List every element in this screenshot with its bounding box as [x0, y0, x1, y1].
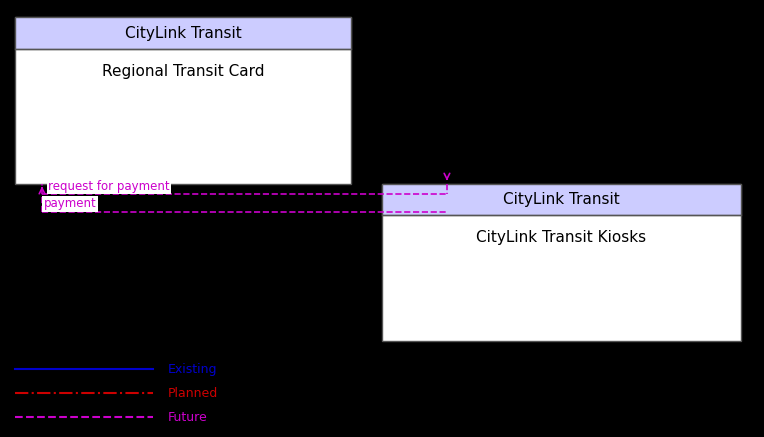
Text: Future: Future — [168, 411, 208, 424]
Text: request for payment: request for payment — [48, 180, 170, 193]
Bar — [382, 184, 741, 341]
Bar — [382, 184, 741, 215]
Text: CityLink Transit: CityLink Transit — [503, 192, 620, 207]
Text: Existing: Existing — [168, 363, 218, 376]
Bar — [15, 17, 351, 184]
Text: Regional Transit Card: Regional Transit Card — [102, 64, 264, 79]
Text: payment: payment — [44, 197, 96, 210]
Text: Planned: Planned — [168, 387, 219, 400]
Text: CityLink Transit: CityLink Transit — [125, 26, 241, 41]
Bar — [15, 17, 351, 49]
Text: CityLink Transit Kiosks: CityLink Transit Kiosks — [477, 230, 646, 245]
